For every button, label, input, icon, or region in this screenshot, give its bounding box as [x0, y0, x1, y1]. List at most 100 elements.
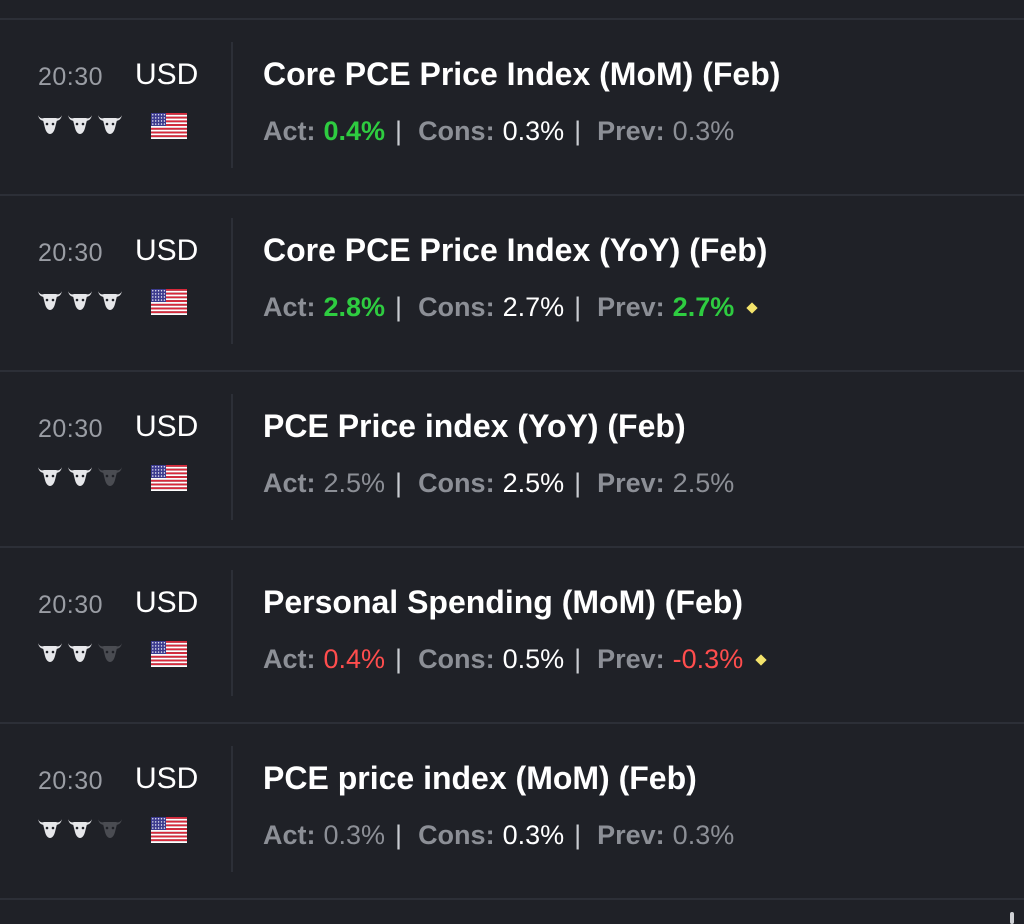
us-flag-icon: [151, 465, 187, 492]
separator: |: [574, 116, 582, 146]
separator: |: [574, 292, 582, 322]
diamond-icon: [746, 301, 758, 314]
bull-icon: [37, 289, 63, 311]
bull-icon: [67, 113, 93, 135]
event-time: 20:30: [38, 239, 104, 267]
event-time: 20:30: [38, 415, 104, 443]
event-currency: USD: [135, 58, 199, 91]
prev-value: 0.3%: [672, 116, 735, 146]
cons-label: Cons:: [418, 468, 495, 498]
bull-icon: [67, 465, 93, 487]
event-currency: USD: [135, 762, 199, 795]
us-flag-icon: [151, 289, 187, 316]
prev-value: 2.7%: [672, 292, 735, 322]
event-row[interactable]: 20:30 USD Personal Spending (MoM) (Feb) …: [0, 548, 1024, 724]
event-row[interactable]: 20:30 USD Core PCE Price Index (MoM) (Fe…: [0, 20, 1024, 196]
event-title[interactable]: PCE Price index (YoY) (Feb): [263, 408, 686, 444]
cons-value: 0.3%: [502, 820, 565, 850]
event-currency: USD: [135, 410, 199, 443]
importance-rating: [37, 641, 123, 663]
event-row[interactable]: 20:30 USD Core PCE Price Index (YoY) (Fe…: [0, 196, 1024, 372]
cons-label: Cons:: [418, 292, 495, 322]
act-label: Act:: [263, 820, 316, 850]
column-divider: [231, 394, 233, 520]
event-time: 20:30: [38, 767, 104, 795]
act-value: 2.5%: [323, 468, 386, 498]
separator: |: [395, 820, 403, 850]
prev-value: 2.5%: [672, 468, 735, 498]
event-stats: Act: 0.3% | Cons: 0.3% | Prev: 0.3%: [263, 820, 734, 851]
prev-label: Prev:: [597, 292, 665, 322]
importance-rating: [37, 289, 123, 311]
importance-rating: [37, 817, 123, 839]
cons-label: Cons:: [418, 820, 495, 850]
prev-label: Prev:: [597, 116, 665, 146]
prev-label: Prev:: [597, 820, 665, 850]
bull-icon: [37, 641, 63, 663]
bull-icon: [37, 817, 63, 839]
cons-value: 2.5%: [502, 468, 565, 498]
event-row[interactable]: 20:30 USD PCE Price index (YoY) (Feb) Ac…: [0, 372, 1024, 548]
event-time: 20:30: [38, 591, 104, 619]
act-label: Act:: [263, 116, 316, 146]
bull-icon: [37, 113, 63, 135]
cons-value: 0.5%: [502, 644, 565, 674]
bull-icon: [97, 817, 123, 839]
separator: |: [574, 644, 582, 674]
diamond-icon: [755, 653, 767, 666]
separator: |: [395, 644, 403, 674]
event-stats: Act: 0.4% | Cons: 0.3% | Prev: 0.3%: [263, 116, 734, 147]
act-value: 0.3%: [323, 820, 386, 850]
event-title[interactable]: Personal Spending (MoM) (Feb): [263, 584, 743, 620]
bull-icon: [67, 817, 93, 839]
event-title[interactable]: Core PCE Price Index (MoM) (Feb): [263, 56, 781, 92]
scrollbar-thumb[interactable]: [1010, 912, 1014, 924]
bull-icon: [97, 113, 123, 135]
column-divider: [231, 42, 233, 168]
separator: |: [395, 468, 403, 498]
event-title[interactable]: PCE price index (MoM) (Feb): [263, 760, 697, 796]
event-title[interactable]: Core PCE Price Index (YoY) (Feb): [263, 232, 768, 268]
event-currency: USD: [135, 586, 199, 619]
event-time: 20:30: [38, 63, 104, 91]
event-currency: USD: [135, 234, 199, 267]
act-value: 0.4%: [323, 116, 386, 146]
us-flag-icon: [151, 641, 187, 668]
separator: |: [574, 820, 582, 850]
bull-icon: [37, 465, 63, 487]
cons-label: Cons:: [418, 116, 495, 146]
column-divider: [231, 570, 233, 696]
event-stats: Act: 2.5% | Cons: 2.5% | Prev: 2.5%: [263, 468, 734, 499]
separator: |: [574, 468, 582, 498]
us-flag-icon: [151, 113, 187, 140]
prev-value: -0.3%: [672, 644, 744, 674]
prev-label: Prev:: [597, 644, 665, 674]
economic-calendar-list: 20:30 USD Core PCE Price Index (MoM) (Fe…: [0, 20, 1024, 900]
event-stats: Act: 2.8% | Cons: 2.7% | Prev: 2.7%: [263, 292, 758, 323]
prev-label: Prev:: [597, 468, 665, 498]
importance-rating: [37, 113, 123, 135]
act-label: Act:: [263, 644, 316, 674]
bull-icon: [97, 465, 123, 487]
top-divider: [0, 18, 1024, 20]
act-value: 0.4%: [323, 644, 386, 674]
act-label: Act:: [263, 468, 316, 498]
event-row[interactable]: 20:30 USD PCE price index (MoM) (Feb) Ac…: [0, 724, 1024, 900]
act-label: Act:: [263, 292, 316, 322]
column-divider: [231, 218, 233, 344]
prev-value: 0.3%: [672, 820, 735, 850]
cons-value: 0.3%: [502, 116, 565, 146]
bull-icon: [67, 641, 93, 663]
cons-value: 2.7%: [502, 292, 565, 322]
us-flag-icon: [151, 817, 187, 844]
separator: |: [395, 292, 403, 322]
bull-icon: [97, 289, 123, 311]
bull-icon: [97, 641, 123, 663]
act-value: 2.8%: [323, 292, 386, 322]
bull-icon: [67, 289, 93, 311]
cons-label: Cons:: [418, 644, 495, 674]
event-stats: Act: 0.4% | Cons: 0.5% | Prev: -0.3%: [263, 644, 767, 675]
separator: |: [395, 116, 403, 146]
importance-rating: [37, 465, 123, 487]
column-divider: [231, 746, 233, 872]
